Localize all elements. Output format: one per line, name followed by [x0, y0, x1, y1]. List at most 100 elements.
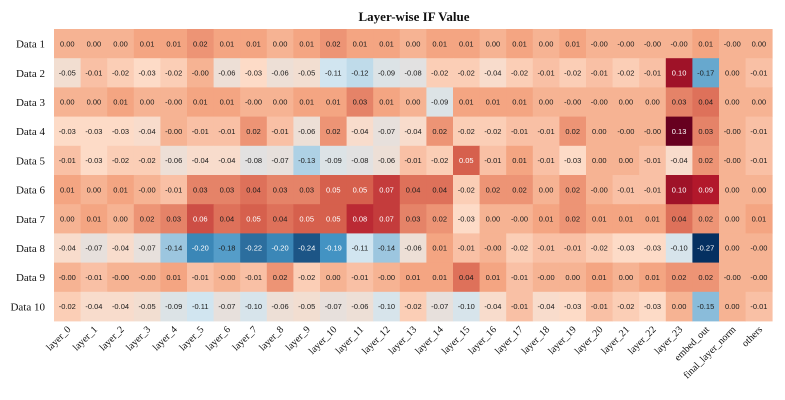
- heatmap-cell: [426, 233, 454, 263]
- column-label: layer_16: [466, 324, 499, 357]
- heatmap-cell: [346, 145, 374, 176]
- heatmap-cell: [373, 204, 401, 234]
- heatmap-cell: [665, 233, 693, 263]
- heatmap-cell: [399, 175, 427, 205]
- column-label: layer_18: [520, 324, 553, 357]
- heatmap-cell: [639, 262, 667, 293]
- heatmap-cell: [479, 175, 507, 205]
- heatmap-cell: [160, 29, 188, 59]
- heatmap-cell: [54, 233, 81, 263]
- heatmap-cell: [586, 291, 613, 322]
- heatmap-cell: [479, 233, 507, 263]
- heatmap-cell: [213, 58, 241, 88]
- cell-value-label: -0.10: [458, 302, 475, 311]
- cell-value-label: -0.01: [405, 156, 422, 165]
- row-label: Data 6: [16, 185, 46, 197]
- heatmap-cell: [453, 233, 480, 263]
- heatmap-cell: [160, 87, 188, 117]
- cell-value-label: -0.01: [192, 273, 209, 282]
- heatmap-cell: [453, 29, 480, 59]
- cell-value-label: -0.09: [165, 302, 182, 311]
- cell-value-label: -0.08: [351, 156, 368, 165]
- cell-value-label: 0.04: [672, 215, 687, 224]
- row-label: Data 2: [16, 68, 45, 80]
- cell-value-label: -0.01: [85, 273, 102, 282]
- cell-value-label: -0.13: [298, 156, 315, 165]
- row-label: Data 9: [16, 272, 46, 284]
- heatmap-cell: [532, 262, 560, 293]
- cell-value-label: 0.07: [379, 185, 394, 194]
- cell-value-label: 0.05: [326, 215, 341, 224]
- cell-value-label: -0.01: [511, 302, 528, 311]
- heatmap-cell: [639, 233, 667, 263]
- heatmap-cell: [559, 116, 587, 147]
- heatmap-cell: [479, 116, 507, 147]
- cell-value-label: 0.01: [432, 244, 447, 253]
- cell-value-label: -0.11: [192, 302, 209, 311]
- cell-value-label: 0.01: [619, 215, 634, 224]
- heatmap-cell: [107, 145, 135, 176]
- cell-value-label: 0.01: [698, 39, 713, 48]
- cell-value-label: -0.02: [139, 156, 156, 165]
- cell-value-label: 0.04: [220, 215, 235, 224]
- cell-value-label: 0.08: [353, 215, 368, 224]
- cell-value-label: -0.03: [85, 156, 102, 165]
- cell-value-label: 0.02: [486, 185, 501, 194]
- row-labels: Data 1 Data 2 Data 3 Data 4 Data 5 Data 6 Data…: [10, 39, 45, 314]
- cell-value-label: 0.00: [725, 244, 740, 253]
- heatmap-cell: [373, 58, 401, 88]
- cell-value-label: -0.04: [85, 302, 102, 311]
- heatmap-cell: [107, 116, 135, 147]
- row-label: Data 4: [16, 126, 46, 138]
- heatmap-cell: [160, 233, 188, 263]
- cell-value-label: -0.08: [245, 156, 262, 165]
- cell-value-label: 0.01: [645, 215, 660, 224]
- cell-value-label: 0.04: [432, 185, 447, 194]
- heatmap-cell: [107, 262, 135, 293]
- heatmap-cell: [745, 116, 773, 147]
- cell-value-label: -0.02: [591, 244, 608, 253]
- heatmap-cell: [107, 204, 135, 234]
- heatmap-cell: [399, 233, 427, 263]
- cell-value-label: -0.00: [245, 98, 262, 107]
- heatmap-cell: [213, 29, 241, 59]
- cell-value-label: -0.07: [85, 244, 102, 253]
- heatmap-cell: [293, 29, 321, 59]
- cell-value-label: -0.04: [192, 156, 209, 165]
- heatmap-cell: [506, 58, 534, 88]
- heatmap-cell: [559, 291, 587, 322]
- cell-value-label: 0.06: [193, 215, 208, 224]
- heatmap-cell: [665, 204, 693, 234]
- heatmap-cell: [506, 204, 534, 234]
- cell-value-label: 0.01: [645, 273, 660, 282]
- heatmap-cell: [80, 145, 108, 176]
- cell-value-label: -0.01: [351, 273, 368, 282]
- heatmap-cell: [665, 291, 693, 322]
- cell-value-label: -0.00: [724, 39, 741, 48]
- heatmap-cell: [586, 175, 613, 205]
- cell-value-label: 0.01: [539, 215, 554, 224]
- heatmap-cell: [532, 145, 560, 176]
- heatmap-cell: [745, 58, 773, 88]
- heatmap-cell: [293, 175, 321, 205]
- heatmap-cell: [639, 58, 667, 88]
- cell-value-label: -0.02: [458, 69, 475, 78]
- heatmap-cells: 0.00 0.00 0.00 0.01 0.01 0.02 0.01 0.01 0.00 0.01…: [54, 29, 773, 322]
- cell-value-label: 0.03: [353, 98, 368, 107]
- heatmap-cell: [426, 291, 454, 322]
- cell-value-label: -0.01: [644, 185, 661, 194]
- cell-value-label: -0.01: [750, 302, 767, 311]
- heatmap-cell: [639, 204, 667, 234]
- cell-value-label: 0.01: [299, 98, 314, 107]
- cell-value-label: 0.00: [619, 98, 634, 107]
- cell-value-label: 0.01: [246, 39, 261, 48]
- cell-value-label: 0.07: [379, 215, 394, 224]
- cell-value-label: -0.00: [139, 273, 156, 282]
- cell-value-label: 0.04: [698, 98, 713, 107]
- heatmap-cell: [346, 204, 374, 234]
- cell-value-label: -0.01: [192, 127, 209, 136]
- heatmap-cell: [266, 233, 294, 263]
- cell-value-label: -0.00: [564, 98, 581, 107]
- heatmap-cell: [266, 291, 294, 322]
- cell-value-label: 0.02: [698, 273, 713, 282]
